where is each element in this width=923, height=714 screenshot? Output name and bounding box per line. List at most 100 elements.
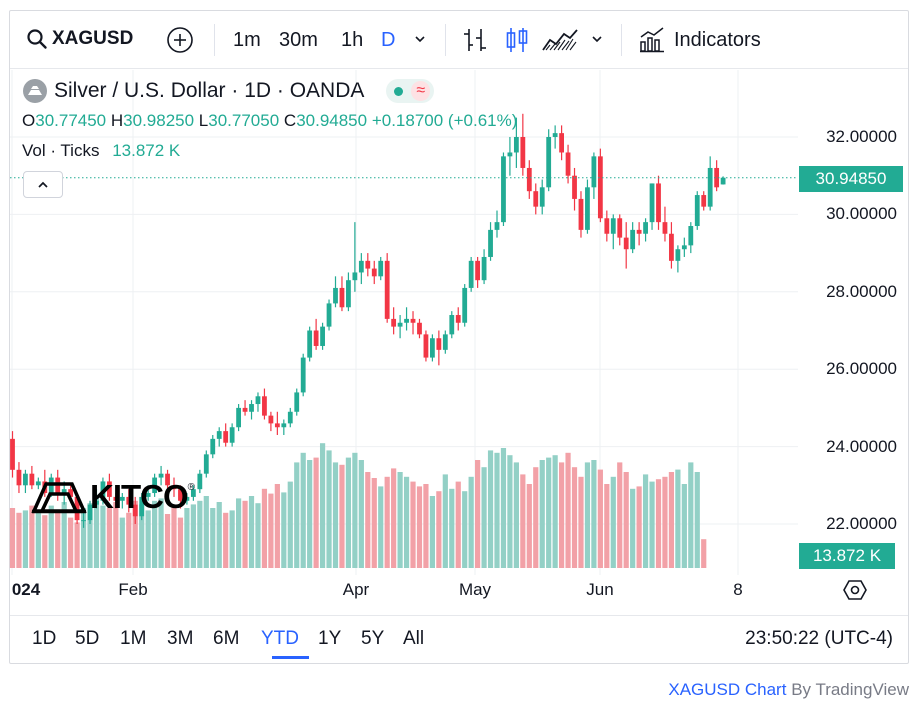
- candle-body: [520, 137, 526, 168]
- candle-body: [119, 496, 125, 501]
- candle-body: [190, 489, 196, 497]
- volume-bar: [29, 505, 35, 568]
- candle-body: [107, 481, 112, 497]
- volume-bar: [242, 500, 248, 568]
- candle-body: [145, 493, 151, 497]
- range-6m[interactable]: 6M: [213, 628, 240, 649]
- current-volume-label: 13.872 K: [799, 543, 895, 569]
- range-ytd[interactable]: YTD: [261, 628, 299, 649]
- candle-body: [326, 303, 332, 327]
- bar-style-button[interactable]: [461, 26, 489, 54]
- chart-link[interactable]: XAGUSD Chart: [668, 680, 787, 699]
- interval-30m[interactable]: 30m: [279, 29, 318, 52]
- tradingview-credit[interactable]: By TradingView: [791, 680, 909, 699]
- candle-body: [333, 287, 338, 304]
- volume-bar: [410, 481, 416, 568]
- range-5y[interactable]: 5Y: [361, 628, 385, 649]
- candle-body: [688, 226, 694, 246]
- interval-30m-label: 30m: [279, 29, 318, 51]
- candle-body: [623, 237, 629, 250]
- range-1y[interactable]: 1Y: [318, 628, 342, 649]
- volume-bar: [403, 476, 410, 568]
- chart-settings-button[interactable]: [843, 578, 867, 607]
- volume-bar: [87, 503, 93, 568]
- price-tick-label: 26.00000: [826, 359, 897, 379]
- volume-bar: [248, 496, 255, 568]
- volume-bar: [93, 496, 100, 568]
- volume-bar: [261, 488, 268, 568]
- bars-style-icon: [464, 29, 486, 51]
- volume-bar: [358, 460, 364, 568]
- candle-body: [630, 229, 636, 250]
- range-3m[interactable]: 3M: [167, 628, 194, 649]
- volume-bar: [177, 517, 184, 568]
- volume-bar: [339, 464, 345, 568]
- candles-style-button[interactable]: [503, 26, 531, 54]
- range-all[interactable]: All: [403, 628, 425, 649]
- range-1d[interactable]: 1D: [32, 628, 57, 649]
- open-value: 30.77450: [35, 111, 107, 130]
- settings-hexagon-icon: [843, 580, 867, 600]
- candle-body: [10, 438, 15, 470]
- attribution: XAGUSD Chart By TradingView: [668, 680, 909, 700]
- price-tick-label: 30.00000: [826, 204, 897, 224]
- area-style-icon: [542, 29, 578, 51]
- price-tick-label: 28.00000: [826, 281, 897, 301]
- candle-body: [165, 473, 170, 486]
- volume-bar: [332, 462, 339, 568]
- timezone-clock[interactable]: 23:50:22 (UTC-4): [745, 628, 893, 649]
- volume-bar: [74, 522, 80, 568]
- compare-add-button[interactable]: [166, 26, 194, 54]
- volume-bar: [494, 452, 500, 568]
- candle-body: [358, 260, 364, 273]
- symbol-search[interactable]: XAGUSD: [26, 28, 133, 50]
- candle-body: [701, 195, 707, 207]
- volume-bar: [294, 462, 300, 568]
- candle-body: [307, 330, 313, 358]
- interval-d[interactable]: D: [381, 29, 395, 52]
- volume-bar: [449, 488, 455, 568]
- volume-bar: [352, 452, 358, 568]
- range-5d[interactable]: 5D: [75, 628, 100, 649]
- kitco-wordmark: KITCO: [90, 478, 189, 515]
- volume-bar: [371, 478, 377, 568]
- volume-bar: [662, 476, 668, 568]
- toolbar-separator: [621, 24, 622, 56]
- indicators-label: Indicators: [674, 28, 761, 51]
- time-tick-label: 024: [11, 580, 41, 599]
- plus-circle-icon: [167, 27, 193, 53]
- volume-bar: [468, 476, 474, 568]
- candle-body: [242, 407, 248, 412]
- candle-body: [669, 233, 674, 261]
- volume-bar: [552, 455, 558, 568]
- interval-1m[interactable]: 1m: [233, 29, 261, 52]
- candle-body: [404, 318, 409, 323]
- candle-body: [481, 256, 487, 281]
- candle-body: [546, 137, 552, 188]
- time-tick-label: Apr: [342, 580, 370, 599]
- candle-body: [675, 249, 681, 261]
- candle-body: [656, 183, 661, 223]
- volume-bar: [61, 502, 67, 568]
- chart-style-dropdown[interactable]: [590, 32, 604, 46]
- candle-body: [597, 156, 603, 219]
- candle-body: [255, 396, 261, 405]
- open-label: O: [22, 111, 36, 130]
- candle-body: [526, 167, 532, 192]
- candle-body: [694, 195, 700, 227]
- collapse-legend-button[interactable]: [23, 171, 63, 198]
- interval-1h[interactable]: 1h: [341, 29, 363, 52]
- legend-status-pill: ≈: [386, 79, 435, 103]
- candle-body: [475, 260, 481, 281]
- indicators-button[interactable]: Indicators: [638, 26, 761, 54]
- range-1m[interactable]: 1M: [120, 628, 147, 649]
- volume-bar: [210, 508, 216, 568]
- interval-dropdown[interactable]: [413, 32, 427, 46]
- indicators-icon: [640, 27, 664, 53]
- candle-body: [397, 322, 403, 327]
- candle-body: [171, 485, 177, 490]
- volume-bar: [423, 484, 429, 568]
- time-tick-label: Feb: [118, 580, 148, 599]
- area-style-button[interactable]: [542, 28, 578, 52]
